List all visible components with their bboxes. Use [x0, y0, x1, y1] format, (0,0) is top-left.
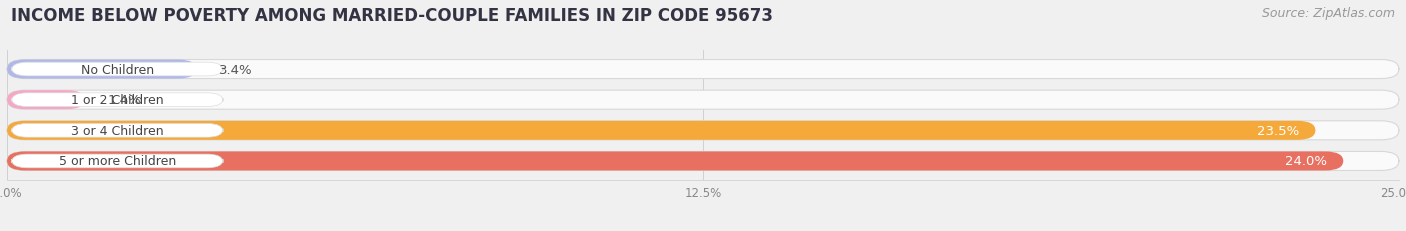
FancyBboxPatch shape	[11, 155, 224, 168]
Text: No Children: No Children	[80, 63, 153, 76]
FancyBboxPatch shape	[7, 121, 1399, 140]
FancyBboxPatch shape	[7, 152, 1399, 171]
FancyBboxPatch shape	[7, 152, 1343, 171]
Text: 1 or 2 Children: 1 or 2 Children	[70, 94, 163, 107]
Text: 3 or 4 Children: 3 or 4 Children	[70, 124, 163, 137]
Text: Source: ZipAtlas.com: Source: ZipAtlas.com	[1261, 7, 1395, 20]
FancyBboxPatch shape	[7, 60, 197, 79]
Text: INCOME BELOW POVERTY AMONG MARRIED-COUPLE FAMILIES IN ZIP CODE 95673: INCOME BELOW POVERTY AMONG MARRIED-COUPL…	[11, 7, 773, 25]
FancyBboxPatch shape	[11, 63, 224, 76]
Text: 3.4%: 3.4%	[218, 63, 252, 76]
Text: 23.5%: 23.5%	[1257, 124, 1299, 137]
FancyBboxPatch shape	[7, 121, 1316, 140]
FancyBboxPatch shape	[11, 93, 224, 107]
Text: 24.0%: 24.0%	[1285, 155, 1327, 168]
FancyBboxPatch shape	[7, 60, 1399, 79]
Text: 5 or more Children: 5 or more Children	[59, 155, 176, 168]
FancyBboxPatch shape	[7, 91, 1399, 110]
Text: 1.4%: 1.4%	[107, 94, 141, 107]
FancyBboxPatch shape	[7, 91, 84, 110]
FancyBboxPatch shape	[11, 124, 224, 138]
